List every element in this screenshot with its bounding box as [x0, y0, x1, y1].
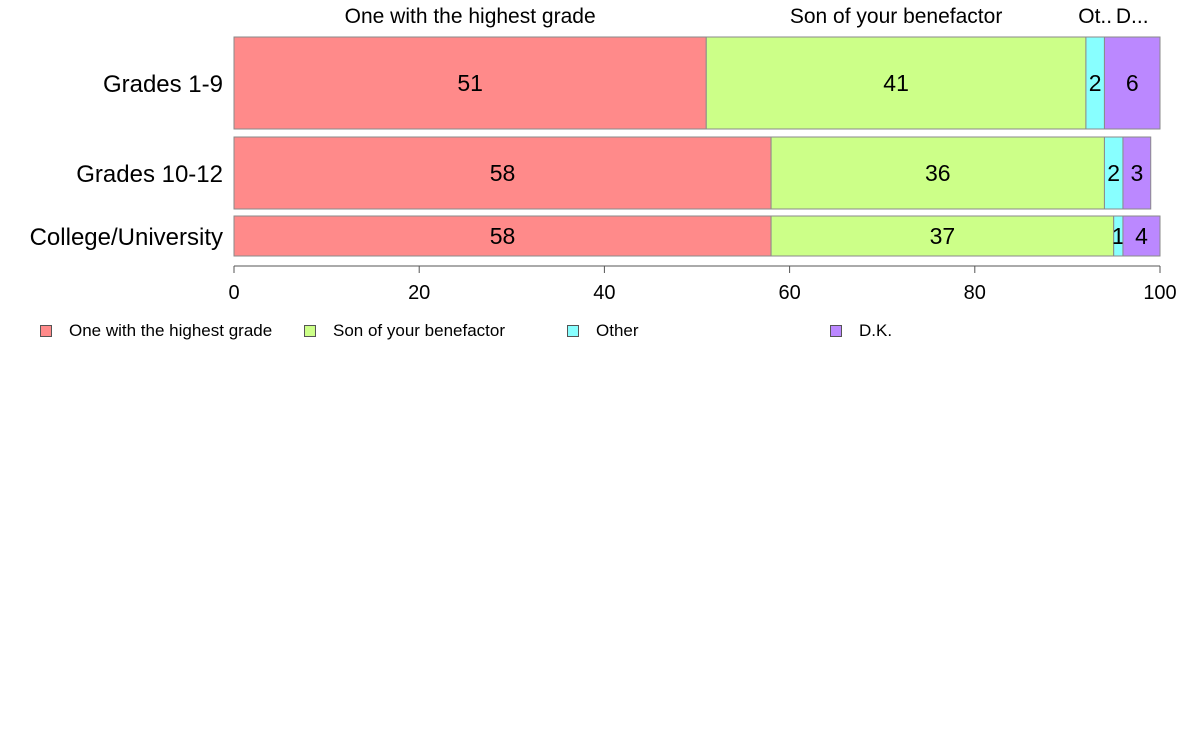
legend-label-highest-grade: One with the highest grade — [69, 321, 273, 340]
data-label-grades-1-9-one-with-the-highest-grade: 51 — [457, 70, 483, 96]
data-label-grades-10-12-son-of-your-benefactor: 36 — [925, 160, 951, 186]
category-label-grades-10-12: Grades 10-12 — [76, 161, 223, 188]
bar-grades-1-9-one-with-the-highest-grade — [233, 36, 707, 130]
legend-swatch-benefactor — [304, 325, 316, 337]
top-label-d-k: D... — [1116, 5, 1149, 28]
top-label-other: Ot.. — [1078, 5, 1112, 28]
data-label-grades-10-12-one-with-the-highest-grade: 58 — [490, 160, 516, 186]
data-label-grades-10-12-other: 2 — [1107, 160, 1120, 186]
category-label-college-university: College/University — [30, 224, 223, 251]
x-tick-label-0: 0 — [228, 282, 239, 304]
legend-swatch-dk — [830, 325, 842, 337]
legend-swatch-highest-grade — [40, 325, 52, 337]
legend-item-other: Other — [567, 320, 639, 342]
x-tick-label-60: 60 — [778, 282, 800, 304]
data-label-grades-1-9-other: 2 — [1089, 70, 1102, 96]
data-label-college-university-other: 1 — [1112, 223, 1125, 249]
legend-item-dk: D.K. — [830, 320, 892, 342]
bar-grades-1-9-son-of-your-benefactor — [705, 36, 1087, 130]
bar-college-university-d-k — [1122, 215, 1161, 257]
top-label-one-with-the-highest-grade: One with the highest grade — [345, 5, 596, 28]
x-tick-label-40: 40 — [593, 282, 615, 304]
legend-item-highest-grade: One with the highest grade — [40, 320, 272, 342]
data-label-grades-1-9-d-k: 6 — [1126, 70, 1139, 96]
category-label-grades-1-9: Grades 1-9 — [103, 71, 223, 98]
legend-label-dk: D.K. — [859, 321, 893, 340]
x-tick-label-80: 80 — [964, 282, 986, 304]
x-tick-label-20: 20 — [408, 282, 430, 304]
bar-grades-1-9-d-k — [1103, 36, 1161, 130]
data-label-college-university-d-k: 4 — [1135, 223, 1148, 249]
data-label-grades-10-12-d-k: 3 — [1130, 160, 1143, 186]
bar-college-university-one-with-the-highest-grade — [233, 215, 772, 257]
bar-college-university-son-of-your-benefactor — [770, 215, 1115, 257]
x-tick-label-100: 100 — [1143, 282, 1176, 304]
legend-swatch-other — [567, 325, 579, 337]
data-label-grades-1-9-son-of-your-benefactor: 41 — [883, 70, 909, 96]
bar-grades-10-12-d-k — [1122, 136, 1152, 210]
legend: One with the highest grade Son of your b… — [40, 320, 1180, 342]
data-label-college-university-one-with-the-highest-grade: 58 — [490, 223, 516, 249]
data-label-college-university-son-of-your-benefactor: 37 — [930, 223, 956, 249]
top-label-son-of-your-benefactor: Son of your benefactor — [790, 5, 1002, 28]
legend-item-benefactor: Son of your benefactor — [304, 320, 505, 342]
legend-label-benefactor: Son of your benefactor — [333, 321, 506, 340]
bar-grades-10-12-son-of-your-benefactor — [770, 136, 1105, 210]
bar-grades-10-12-one-with-the-highest-grade — [233, 136, 772, 210]
legend-label-other: Other — [596, 321, 639, 340]
